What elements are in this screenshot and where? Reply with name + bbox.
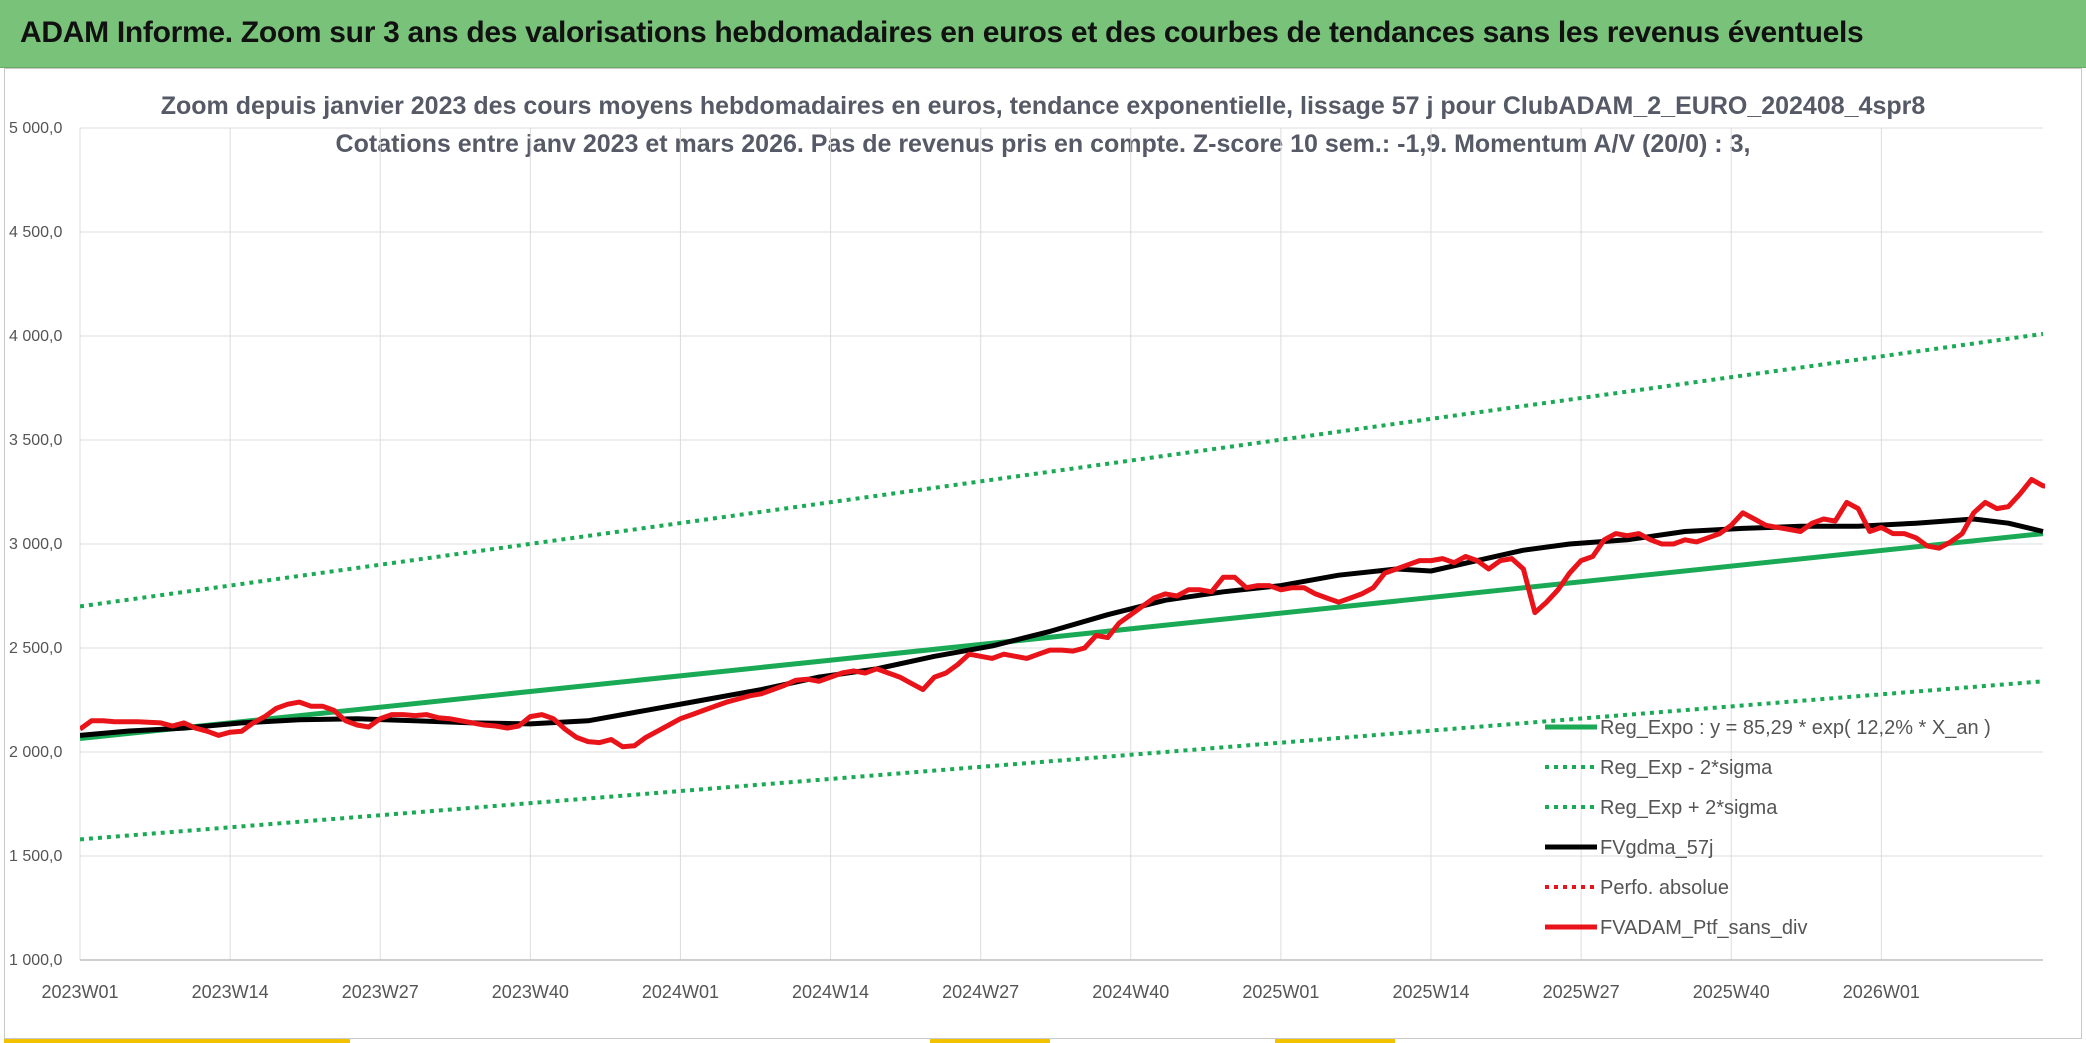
y-tick-label: 3 000,0	[9, 536, 62, 553]
yellow-accent-bottom	[4, 1037, 350, 1043]
legend-label: Reg_Exp - 2*sigma	[1600, 757, 1773, 779]
x-axis-ticks: 2023W01 2023W14 2023W27 2023W40 2024W01 2024W…	[41, 982, 1919, 1002]
chart-frame	[4, 68, 2082, 1039]
x-tick-label: 2023W14	[192, 982, 269, 1002]
series-line-2	[80, 331, 2044, 609]
y-tick-label: 3 500,0	[9, 432, 62, 449]
page-title: ADAM Informe. Zoom sur 3 ans des valoris…	[20, 16, 1864, 49]
x-tick-label: 2023W27	[342, 982, 419, 1002]
x-tick-label: 2024W01	[642, 982, 719, 1002]
x-tick-label: 2025W01	[1242, 982, 1319, 1002]
chart-title-line1: Zoom depuis janvier 2023 des cours moyen…	[160, 92, 1926, 120]
series-line-1	[80, 679, 2044, 842]
x-tick-label: 2025W27	[1543, 982, 1620, 1002]
y-tick-label: 4 500,0	[9, 224, 62, 241]
x-tick-label: 2024W14	[792, 982, 869, 1002]
legend: Reg_Expo : y = 85,29 * exp( 12,2% * X_an…	[1545, 717, 1991, 939]
yellow-accent-bottom-right	[1275, 1039, 1395, 1043]
series-line-0	[80, 531, 2044, 741]
x-tick-label: 2026W01	[1843, 982, 1920, 1002]
x-tick-label: 2023W40	[492, 982, 569, 1002]
y-tick-label: 1 500,0	[9, 848, 62, 865]
series-line-5	[80, 477, 2045, 750]
yellow-accent-bottom-mid	[930, 1039, 1050, 1043]
x-tick-label: 2023W01	[41, 982, 118, 1002]
series-layer	[80, 331, 2045, 842]
y-tick-label: 2 000,0	[9, 744, 62, 761]
legend-label: Perfo. absolue	[1600, 877, 1729, 899]
x-tick-label: 2025W14	[1392, 982, 1469, 1002]
x-tick-label: 2024W27	[942, 982, 1019, 1002]
series-line-3	[80, 516, 2044, 738]
y-tick-label: 1 000,0	[9, 952, 62, 969]
legend-label: FVgdma_57j	[1600, 837, 1713, 859]
x-tick-label: 2025W40	[1693, 982, 1770, 1002]
legend-label: FVADAM_Ptf_sans_div	[1600, 917, 1808, 939]
legend-label: Reg_Exp + 2*sigma	[1600, 797, 1778, 819]
y-tick-label: 4 000,0	[9, 328, 62, 345]
x-tick-label: 2024W40	[1092, 982, 1169, 1002]
y-tick-label: 2 500,0	[9, 640, 62, 657]
legend-label: Reg_Expo : y = 85,29 * exp( 12,2% * X_an…	[1600, 717, 1991, 739]
chart-title-line2: Cotations entre janv 2023 et mars 2026. …	[335, 130, 1751, 158]
header-bar: ADAM Informe. Zoom sur 3 ans des valoris…	[0, 0, 2086, 68]
y-axis-ticks: 1 000,0 1 500,0 2 000,0 2 500,0 3 000,0 3 500…	[9, 120, 62, 969]
y-tick-label: 5 000,0	[9, 120, 62, 137]
grid-layer	[79, 127, 2043, 961]
